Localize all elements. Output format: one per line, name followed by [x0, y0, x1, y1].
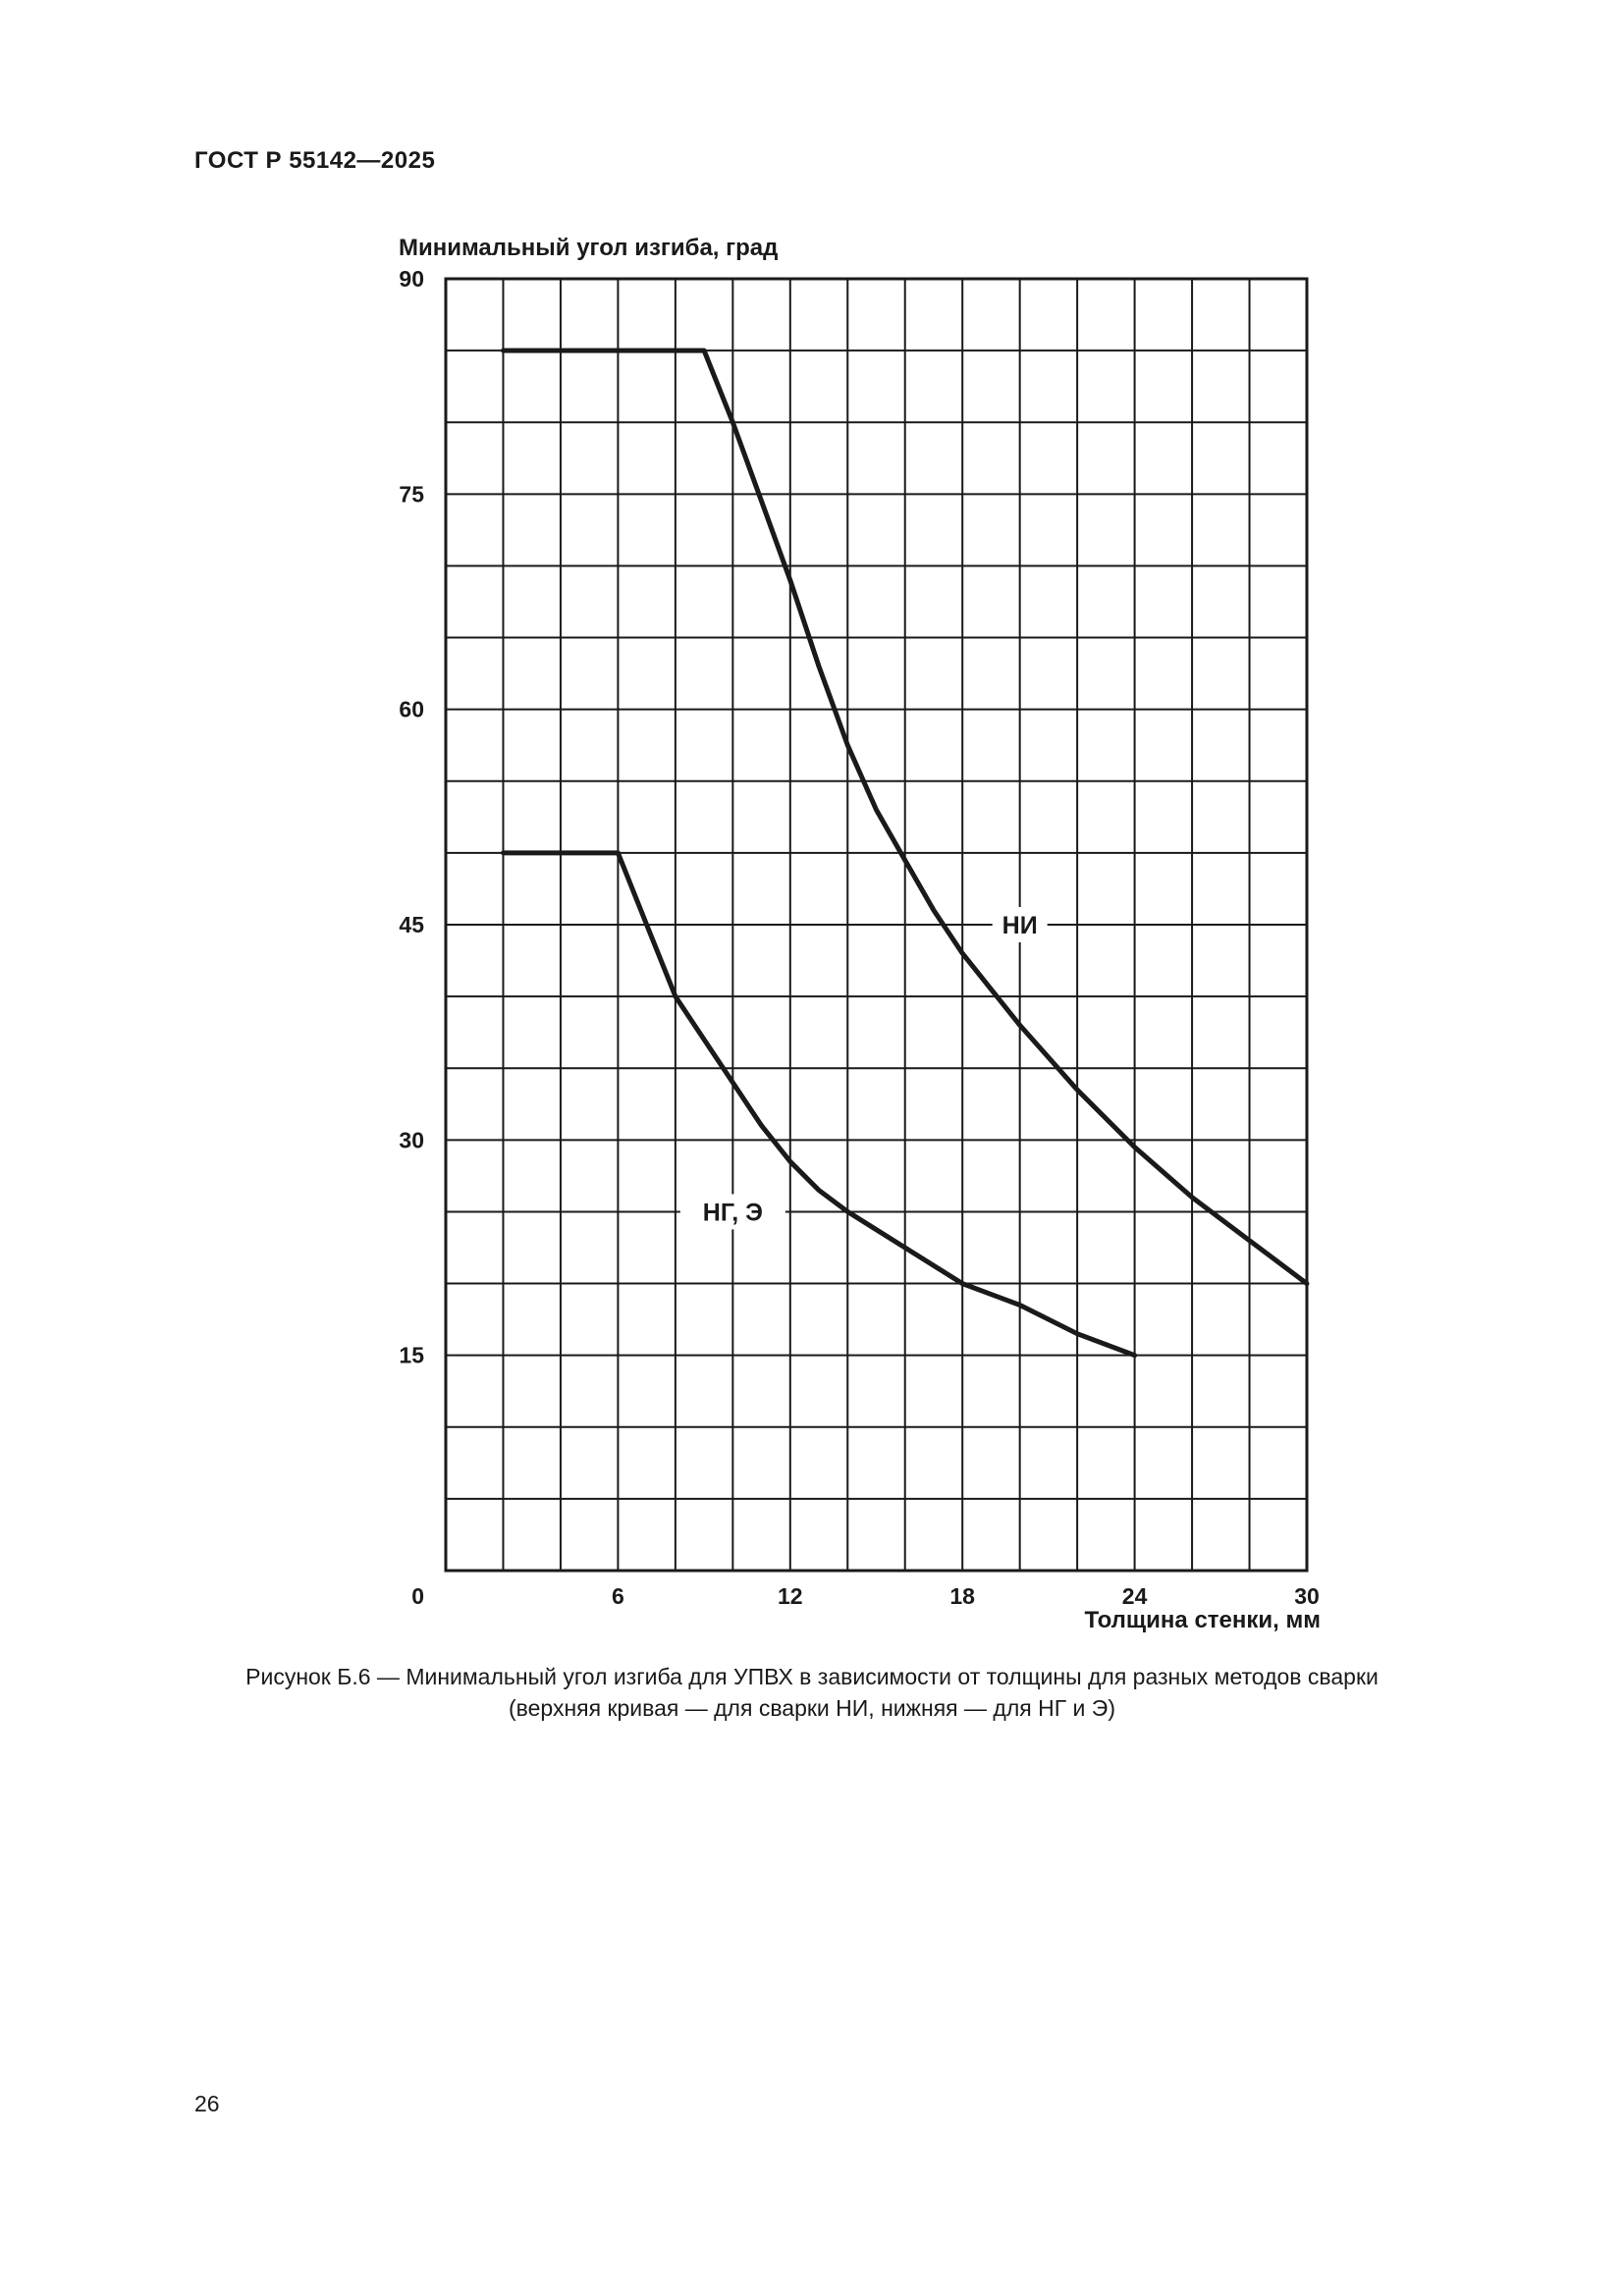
series-label-background [679, 1194, 785, 1230]
chart-labels: 15 30 45 60 75 90 0 6 12 18 24 30 Минимальный угол и… [399, 235, 1321, 1633]
x-tick-label: 18 [949, 1583, 975, 1609]
series-curve-1 [501, 347, 1310, 1287]
x-axis-title: Толщина стенки, мм [1084, 1607, 1321, 1633]
series-curve-2 [501, 850, 1138, 1359]
series-label-2: НГ, Э [703, 1199, 763, 1226]
page-number: 26 [194, 2091, 220, 2116]
x-tick-label: 0 [411, 1583, 424, 1609]
chart-grid [445, 278, 1308, 1572]
x-tick-label: 24 [1122, 1583, 1148, 1609]
figure-caption-line-2: (верхняя кривая — для сварки НИ, нижняя … [509, 1695, 1115, 1721]
bend-angle-chart: 15 30 45 60 75 90 0 6 12 18 24 30 Минимальный угол и… [399, 235, 1321, 1633]
y-tick-label: 60 [399, 697, 424, 722]
plot-frame [444, 277, 1309, 1573]
figure-caption-line-1: Рисунок Б.6 — Минимальный угол изгиба дл… [245, 1664, 1379, 1689]
series-label-background [992, 907, 1048, 942]
y-tick-label: 90 [399, 266, 424, 292]
x-tick-label: 6 [612, 1583, 624, 1609]
document-header: ГОСТ Р 55142—2025 [194, 147, 436, 174]
chart-series [501, 347, 1310, 1359]
chart-axes [444, 277, 1309, 1573]
series-label-1: НИ [1002, 912, 1038, 939]
y-tick-label: 45 [399, 912, 424, 937]
x-tick-label: 12 [778, 1583, 803, 1609]
figure-caption: Рисунок Б.6 — Минимальный угол изгиба дл… [147, 1661, 1477, 1724]
y-tick-label: 75 [399, 481, 424, 507]
y-tick-label: 30 [399, 1127, 424, 1152]
y-tick-label: 15 [399, 1343, 424, 1368]
y-axis-title: Минимальный угол изгиба, град [399, 235, 778, 261]
x-tick-label: 30 [1294, 1583, 1320, 1609]
